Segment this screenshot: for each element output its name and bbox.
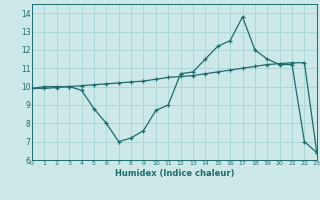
X-axis label: Humidex (Indice chaleur): Humidex (Indice chaleur) [115, 169, 234, 178]
